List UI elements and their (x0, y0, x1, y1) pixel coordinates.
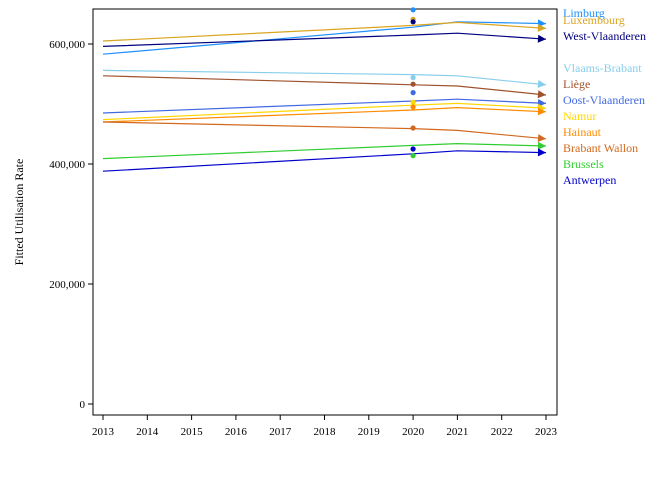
legend-label-vlaams-brabant: Vlaams-Brabant (563, 61, 642, 75)
observed-point-west-vlaanderen (410, 19, 416, 25)
observed-point-antwerpen (410, 146, 416, 152)
observed-point-namur (410, 99, 416, 105)
legend-label-brussels: Brussels (563, 157, 604, 171)
legend-label-luxembourg: Luxembourg (563, 13, 625, 27)
series-line-vlaams-brabant (102, 69, 547, 86)
series-line-oost-vlaanderen (102, 98, 547, 114)
x-tick-label: 2019 (358, 426, 381, 438)
y-axis: 0 200,000 400,000 600,000 (49, 39, 93, 411)
series-line-luxembourg (102, 21, 547, 42)
x-tick-label: 2022 (491, 426, 513, 438)
y-axis-title: Fitted Utilisation Rate (12, 159, 26, 266)
y-tick-label: 200,000 (49, 279, 85, 291)
series-lines (102, 19, 547, 172)
y-tick-label: 600,000 (49, 39, 85, 51)
observed-point-brabant-wallon (410, 125, 416, 131)
observed-point-oost-vlaanderen (410, 90, 416, 96)
series-arrowhead-antwerpen (537, 148, 546, 157)
series-line-antwerpen (102, 150, 547, 172)
series-line-liege (102, 75, 547, 96)
series-arrowhead-luxembourg (537, 23, 546, 32)
legend-label-brabant-wallon: Brabant Wallon (563, 141, 638, 155)
series-line-brussels (102, 142, 547, 160)
observed-point-vlaams-brabant (410, 75, 416, 81)
x-tick-label: 2016 (225, 426, 248, 438)
series-arrowhead-brabant-wallon (537, 134, 546, 142)
observed-point-brussels (410, 153, 416, 159)
x-tick-label: 2023 (535, 426, 558, 438)
plot-area (92, 8, 558, 416)
legend-label-limburg: Limburg (563, 6, 605, 20)
legend-label-namur: Namur (563, 109, 596, 123)
x-tick-label: 2013 (92, 426, 115, 438)
x-tick-label: 2017 (269, 426, 292, 438)
x-tick-label: 2018 (314, 426, 337, 438)
series-arrowhead-vlaams-brabant (537, 80, 546, 88)
x-tick-label: 2021 (446, 426, 468, 438)
observed-point-hainaut (410, 104, 416, 110)
observed-point-liege (410, 81, 416, 87)
plot-frame (92, 8, 558, 416)
observed-point-limburg (410, 7, 416, 13)
y-tick-label: 400,000 (49, 159, 85, 171)
series-line-namur (102, 102, 547, 121)
series-arrowhead-liege (537, 90, 546, 99)
series-arrowhead-west-vlaanderen (537, 34, 546, 43)
x-tick-label: 2014 (136, 426, 159, 438)
series-line-west-vlaanderen (102, 32, 547, 47)
legend-label-oost-vlaanderen: Oost-Vlaanderen (563, 93, 645, 107)
y-tick-label: 0 (80, 399, 86, 411)
x-axis: 2013 2014 2015 2016 2017 2018 2019 2020 2021 2022… (92, 415, 558, 438)
legend-label-hainaut: Hainaut (563, 125, 602, 139)
x-tick-label: 2020 (402, 426, 425, 438)
series-line-hainaut (102, 106, 547, 123)
series-line-brabant-wallon (102, 121, 547, 140)
observed-points (410, 7, 416, 159)
legend-label-liege: Liège (563, 77, 590, 91)
legend-label-west-vlaanderen: West-Vlaanderen (563, 29, 646, 43)
x-tick-label: 2015 (181, 426, 204, 438)
series-arrowhead-hainaut (537, 107, 546, 116)
series-arrowhead-brussels (537, 141, 546, 150)
legend-label-antwerpen: Antwerpen (563, 173, 616, 187)
